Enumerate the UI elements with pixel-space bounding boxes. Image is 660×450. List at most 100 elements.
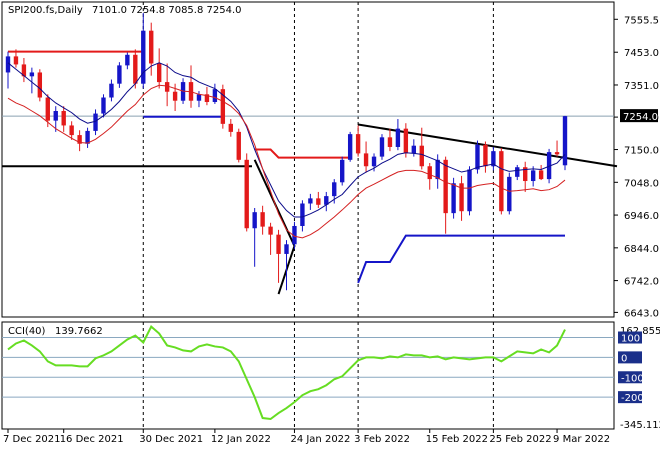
candle-body (133, 54, 138, 84)
last-price-label: 7254.0 (623, 112, 658, 123)
stop-level-red (254, 148, 351, 159)
candle-body (13, 56, 19, 65)
time-tick-label: 30 Dec 2021 (139, 434, 203, 445)
candle-body (220, 89, 226, 124)
candle-body (37, 72, 43, 98)
time-tick-label: 15 Feb 2022 (426, 434, 488, 445)
cci-panel: CCI(40) 139.7662 162.85571000-100-200-34… (1, 321, 660, 431)
stop-level-blue (357, 234, 565, 284)
horizontal-levels (2, 50, 614, 284)
candle-body (292, 225, 297, 245)
price-tick-label: 7048.0 (624, 178, 659, 189)
cci-level-badge (618, 371, 642, 384)
fast-ma-line (7, 62, 566, 218)
candle-body (300, 203, 305, 226)
candle-body (499, 151, 504, 212)
cci-axis-label: -345.1122 (620, 420, 660, 431)
candle-body (467, 169, 472, 212)
slow-ma-line (7, 84, 566, 239)
candle-body (45, 97, 50, 121)
price-tick-label: 7351.0 (624, 81, 659, 92)
time-tick-label: 9 Mar 2022 (553, 434, 610, 445)
candle-body (491, 151, 496, 167)
candle-body (172, 91, 178, 101)
time-tick-label: 3 Feb 2022 (354, 434, 410, 445)
price-tick-label: 7453.0 (624, 48, 659, 59)
candle-body (61, 110, 66, 126)
moving-averages (7, 62, 566, 239)
candle-body (419, 145, 424, 167)
candle-body (164, 82, 170, 92)
time-tick-label: 7 Dec 2021 (3, 434, 61, 445)
cci-line (7, 324, 566, 421)
candle-body (252, 212, 257, 229)
ohlc-readout: 7101.0 7254.8 7085.8 7254.0 (92, 5, 242, 16)
cci-current: 139.7662 (55, 326, 103, 337)
candle-body (459, 183, 464, 212)
candle-body (244, 159, 249, 229)
cci-level-badge (618, 331, 642, 344)
cci-axis-label: -200 (621, 393, 644, 404)
cci-axis-label: -100 (621, 373, 644, 384)
candle-body (117, 65, 122, 84)
candle-body (562, 116, 568, 166)
candle-body (403, 128, 409, 154)
candle-body (284, 244, 289, 254)
candle-body (451, 183, 456, 214)
candle-body (260, 212, 265, 227)
main-panel: 7555.57453.07351.07251.07150.07048.06946… (1, 1, 659, 319)
candle-body (69, 125, 74, 136)
candle-body (523, 167, 528, 182)
candle-body (483, 144, 488, 167)
candle-body (5, 56, 11, 73)
cci-axis: 162.85571000-100-200-345.1122 (618, 326, 660, 431)
time-tick-label: 25 Feb 2022 (489, 434, 551, 445)
last-price-badge: 7254.0 (620, 109, 658, 123)
candle-body (395, 128, 401, 147)
cci-level-badge (618, 351, 642, 364)
candle-body (379, 137, 385, 157)
candle-body (228, 123, 233, 132)
candle-body (29, 72, 35, 77)
candle-body (530, 170, 536, 182)
candle-body (196, 94, 202, 101)
candle-body (324, 196, 329, 205)
candle-body (387, 137, 393, 147)
candle-body (156, 63, 162, 83)
candle-body (149, 30, 154, 64)
cci-level-badge (618, 391, 642, 404)
candle-body (268, 226, 273, 235)
time-tick-label: 24 Jan 2022 (290, 434, 350, 445)
candle-body (204, 94, 210, 103)
candle-body (340, 159, 345, 183)
candle-body (125, 54, 130, 66)
cci-axis-label: 100 (621, 333, 640, 344)
price-tick-label: 6643.0 (624, 308, 659, 319)
candle-body (308, 198, 313, 204)
chart-title: SPI200.fs,Daily (8, 5, 83, 16)
time-axis: 7 Dec 2021 16 Dec 2021 30 Dec 2021 12 Jan 2… (3, 429, 610, 445)
candle-body (141, 30, 146, 84)
candle-body (435, 159, 440, 180)
price-tick-label: 7150.0 (624, 146, 659, 157)
price-tick-label: 7555.5 (624, 15, 659, 26)
candle-body (371, 156, 377, 167)
candle-body (347, 134, 353, 160)
candle-body (538, 170, 544, 180)
candle-body (515, 167, 520, 177)
candle-body (332, 182, 337, 197)
candle-body (21, 64, 27, 77)
candle-body (554, 152, 560, 155)
price-tick-label: 6946.0 (624, 211, 659, 222)
candle-body (355, 134, 361, 154)
time-tick-label: 16 Dec 2021 (60, 434, 124, 445)
candle-body (443, 159, 448, 214)
candle-body (475, 144, 480, 170)
price-tick-label: 6742.0 (624, 277, 659, 288)
candle-body (101, 97, 106, 114)
candle-body (85, 130, 90, 144)
candle-body (316, 198, 321, 205)
candlesticks (5, 13, 568, 291)
candle-body (546, 152, 552, 180)
